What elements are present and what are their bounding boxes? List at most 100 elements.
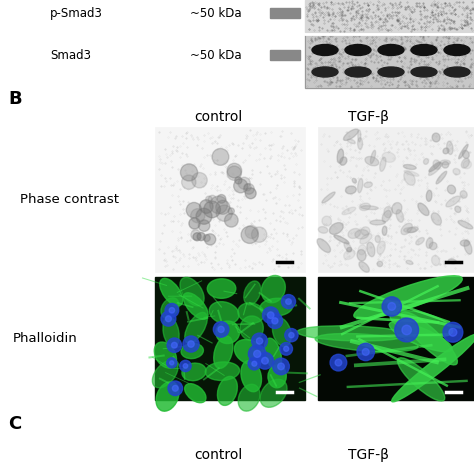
Ellipse shape (384, 207, 392, 218)
Circle shape (193, 233, 201, 241)
Circle shape (227, 166, 241, 181)
Ellipse shape (390, 310, 453, 337)
Ellipse shape (392, 202, 402, 214)
Circle shape (395, 318, 419, 342)
Circle shape (285, 328, 298, 342)
Ellipse shape (380, 157, 386, 172)
Ellipse shape (344, 242, 351, 252)
Ellipse shape (357, 137, 363, 149)
Ellipse shape (260, 298, 292, 316)
Text: TGF-β: TGF-β (347, 448, 388, 462)
Ellipse shape (344, 129, 358, 140)
Circle shape (248, 357, 261, 370)
Ellipse shape (423, 158, 428, 164)
Ellipse shape (460, 240, 470, 246)
Circle shape (206, 196, 212, 202)
Circle shape (256, 338, 263, 344)
Circle shape (252, 227, 267, 242)
Circle shape (402, 325, 411, 335)
Ellipse shape (154, 342, 176, 368)
Circle shape (183, 364, 188, 368)
Ellipse shape (396, 210, 403, 222)
Ellipse shape (357, 178, 363, 193)
Ellipse shape (401, 223, 412, 235)
Ellipse shape (322, 192, 335, 203)
Ellipse shape (345, 67, 371, 77)
Ellipse shape (185, 312, 207, 343)
Ellipse shape (358, 245, 366, 255)
Ellipse shape (297, 326, 406, 341)
Ellipse shape (460, 191, 467, 198)
Ellipse shape (359, 262, 369, 272)
Ellipse shape (401, 312, 457, 365)
Circle shape (210, 196, 228, 214)
Circle shape (191, 230, 201, 240)
Text: B: B (8, 90, 22, 108)
Ellipse shape (241, 361, 262, 392)
Circle shape (216, 205, 232, 221)
Circle shape (330, 354, 347, 371)
Ellipse shape (207, 279, 236, 298)
Ellipse shape (273, 318, 292, 346)
Circle shape (283, 346, 289, 351)
Ellipse shape (315, 334, 418, 352)
Ellipse shape (342, 207, 356, 215)
Ellipse shape (361, 227, 370, 236)
Circle shape (357, 343, 374, 361)
Circle shape (186, 202, 202, 218)
Ellipse shape (431, 213, 441, 225)
Circle shape (256, 352, 273, 369)
Ellipse shape (160, 278, 183, 306)
Ellipse shape (447, 185, 456, 194)
Ellipse shape (312, 67, 338, 77)
Ellipse shape (426, 238, 433, 248)
Circle shape (205, 234, 216, 245)
Circle shape (272, 318, 278, 324)
Ellipse shape (464, 240, 472, 254)
Circle shape (173, 385, 178, 391)
Ellipse shape (182, 363, 206, 381)
Circle shape (161, 311, 176, 326)
Circle shape (286, 299, 292, 304)
Ellipse shape (360, 234, 372, 244)
Ellipse shape (180, 277, 204, 306)
Circle shape (244, 183, 254, 194)
Ellipse shape (209, 301, 239, 324)
Circle shape (263, 307, 279, 323)
Circle shape (273, 358, 289, 375)
Circle shape (182, 175, 196, 189)
Ellipse shape (359, 203, 370, 210)
Circle shape (225, 213, 238, 227)
Ellipse shape (455, 206, 461, 212)
Text: ~50 kDa: ~50 kDa (190, 48, 242, 62)
Ellipse shape (261, 275, 285, 303)
Ellipse shape (382, 210, 391, 222)
Circle shape (248, 345, 266, 363)
Circle shape (280, 343, 292, 355)
Circle shape (208, 195, 217, 203)
Ellipse shape (377, 261, 383, 267)
Ellipse shape (462, 150, 469, 158)
Circle shape (252, 333, 267, 349)
Ellipse shape (428, 163, 442, 175)
Circle shape (169, 308, 174, 313)
Ellipse shape (235, 339, 264, 365)
Circle shape (165, 303, 179, 317)
Ellipse shape (355, 229, 369, 239)
Circle shape (267, 312, 274, 319)
Circle shape (170, 361, 174, 365)
Circle shape (289, 332, 294, 338)
Ellipse shape (404, 172, 415, 185)
Circle shape (183, 336, 199, 352)
Ellipse shape (181, 343, 203, 359)
Circle shape (335, 359, 342, 366)
Bar (305, 34, 474, 88)
Circle shape (244, 184, 251, 191)
Circle shape (235, 177, 242, 184)
Circle shape (213, 322, 229, 337)
Circle shape (188, 341, 194, 347)
Circle shape (204, 201, 220, 218)
Ellipse shape (446, 196, 460, 207)
Ellipse shape (416, 237, 424, 245)
Ellipse shape (334, 235, 349, 244)
